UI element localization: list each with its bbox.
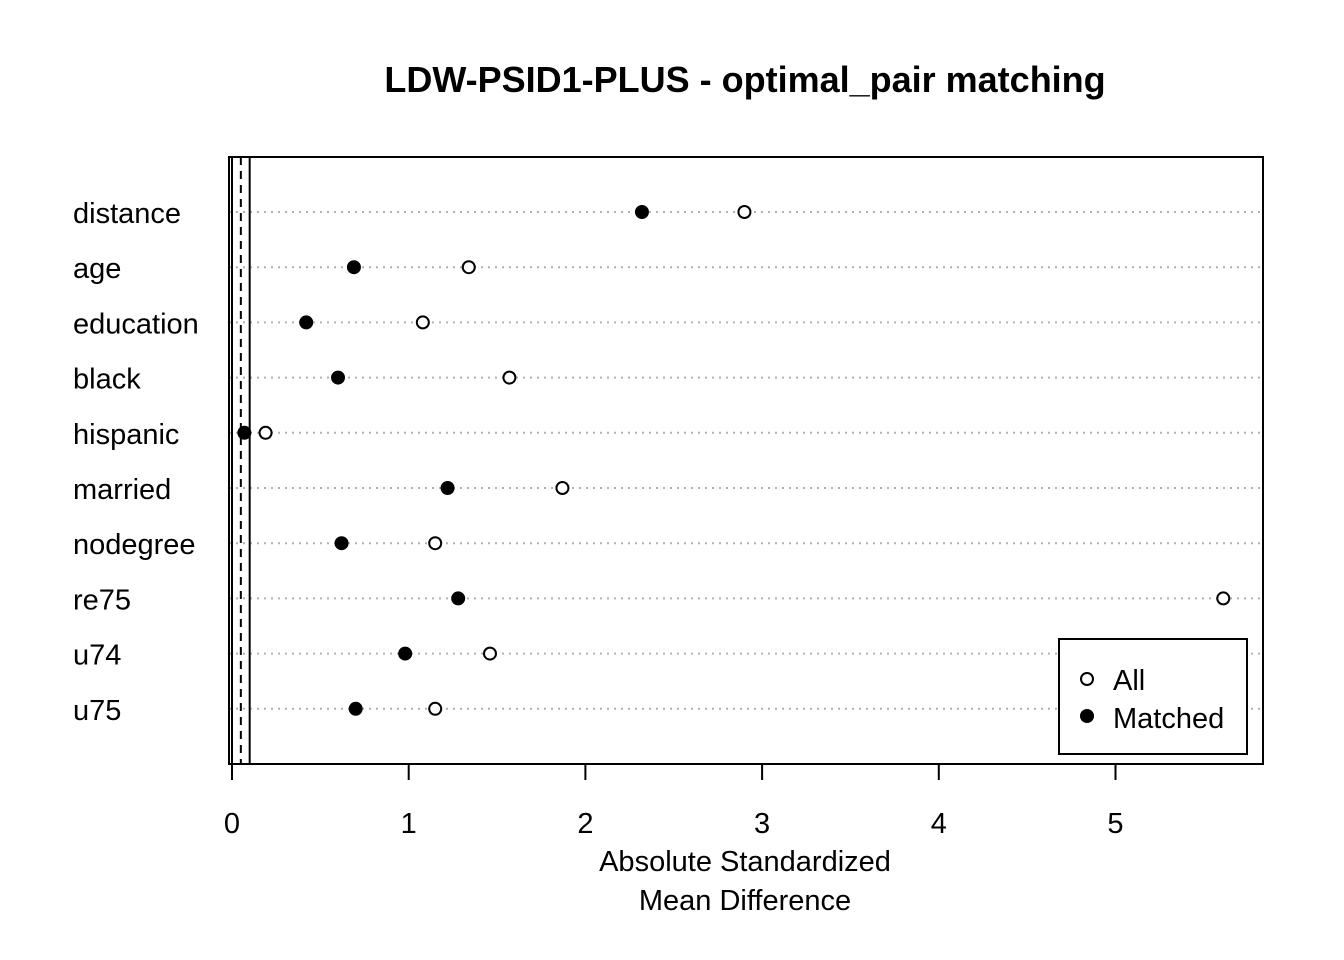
y-label-nodegree: nodegree	[73, 529, 196, 561]
y-label-black: black	[73, 364, 141, 396]
x-tick-label-4: 4	[931, 808, 947, 840]
point-all-married	[555, 481, 570, 495]
x-tick-label-1: 1	[401, 808, 417, 840]
point-all-education	[415, 315, 430, 330]
y-label-u74: u74	[73, 640, 121, 672]
point-matched-u74	[398, 646, 413, 661]
x-tick-label-5: 5	[1107, 808, 1123, 840]
point-all-nodegree	[428, 536, 443, 551]
legend-box	[1058, 638, 1248, 755]
y-label-distance: distance	[73, 198, 181, 230]
legend: All Matched	[1058, 638, 1248, 755]
y-label-married: married	[73, 474, 171, 506]
legend-matched-label: Matched	[1113, 703, 1224, 735]
point-all-age	[461, 260, 476, 275]
y-label-age: age	[73, 253, 121, 285]
point-matched-u75	[348, 701, 363, 716]
point-all-black	[502, 370, 517, 385]
y-label-education: education	[73, 308, 199, 340]
x-axis: 0 1 2 3 4 5	[224, 763, 1124, 840]
point-matched-age	[346, 260, 361, 275]
point-matched-re75	[451, 591, 466, 606]
point-matched-hispanic	[237, 425, 252, 440]
y-label-hispanic: hispanic	[73, 419, 179, 451]
reference-lines	[231, 157, 251, 764]
point-all-re75	[1216, 591, 1231, 606]
point-matched-nodegree	[334, 536, 349, 551]
x-tick-label-2: 2	[577, 808, 593, 840]
legend-all-label: All	[1113, 665, 1145, 697]
legend-all-marker	[1080, 672, 1094, 686]
point-matched-distance	[634, 205, 649, 219]
y-label-re75: re75	[73, 584, 131, 616]
point-all-u74	[482, 646, 497, 661]
point-all-hispanic	[258, 425, 273, 440]
x-tick-label-3: 3	[754, 808, 770, 840]
y-axis-labels: distance age education black hispanic married…	[73, 198, 199, 727]
point-matched-married	[440, 481, 455, 495]
grid-lines	[229, 211, 1263, 710]
data-points	[237, 205, 1231, 716]
x-axis-label-line2: Mean Difference	[639, 885, 851, 917]
x-axis-label-line1: Absolute Standardized	[599, 846, 891, 878]
point-matched-black	[331, 370, 346, 385]
x-tick-label-0: 0	[224, 808, 240, 840]
chart-title: LDW-PSID1-PLUS - optimal_pair matching	[384, 59, 1105, 100]
point-matched-education	[299, 315, 314, 330]
point-all-u75	[428, 701, 443, 716]
y-label-u75: u75	[73, 695, 121, 727]
legend-matched-marker	[1080, 709, 1094, 723]
point-all-distance	[737, 205, 752, 219]
